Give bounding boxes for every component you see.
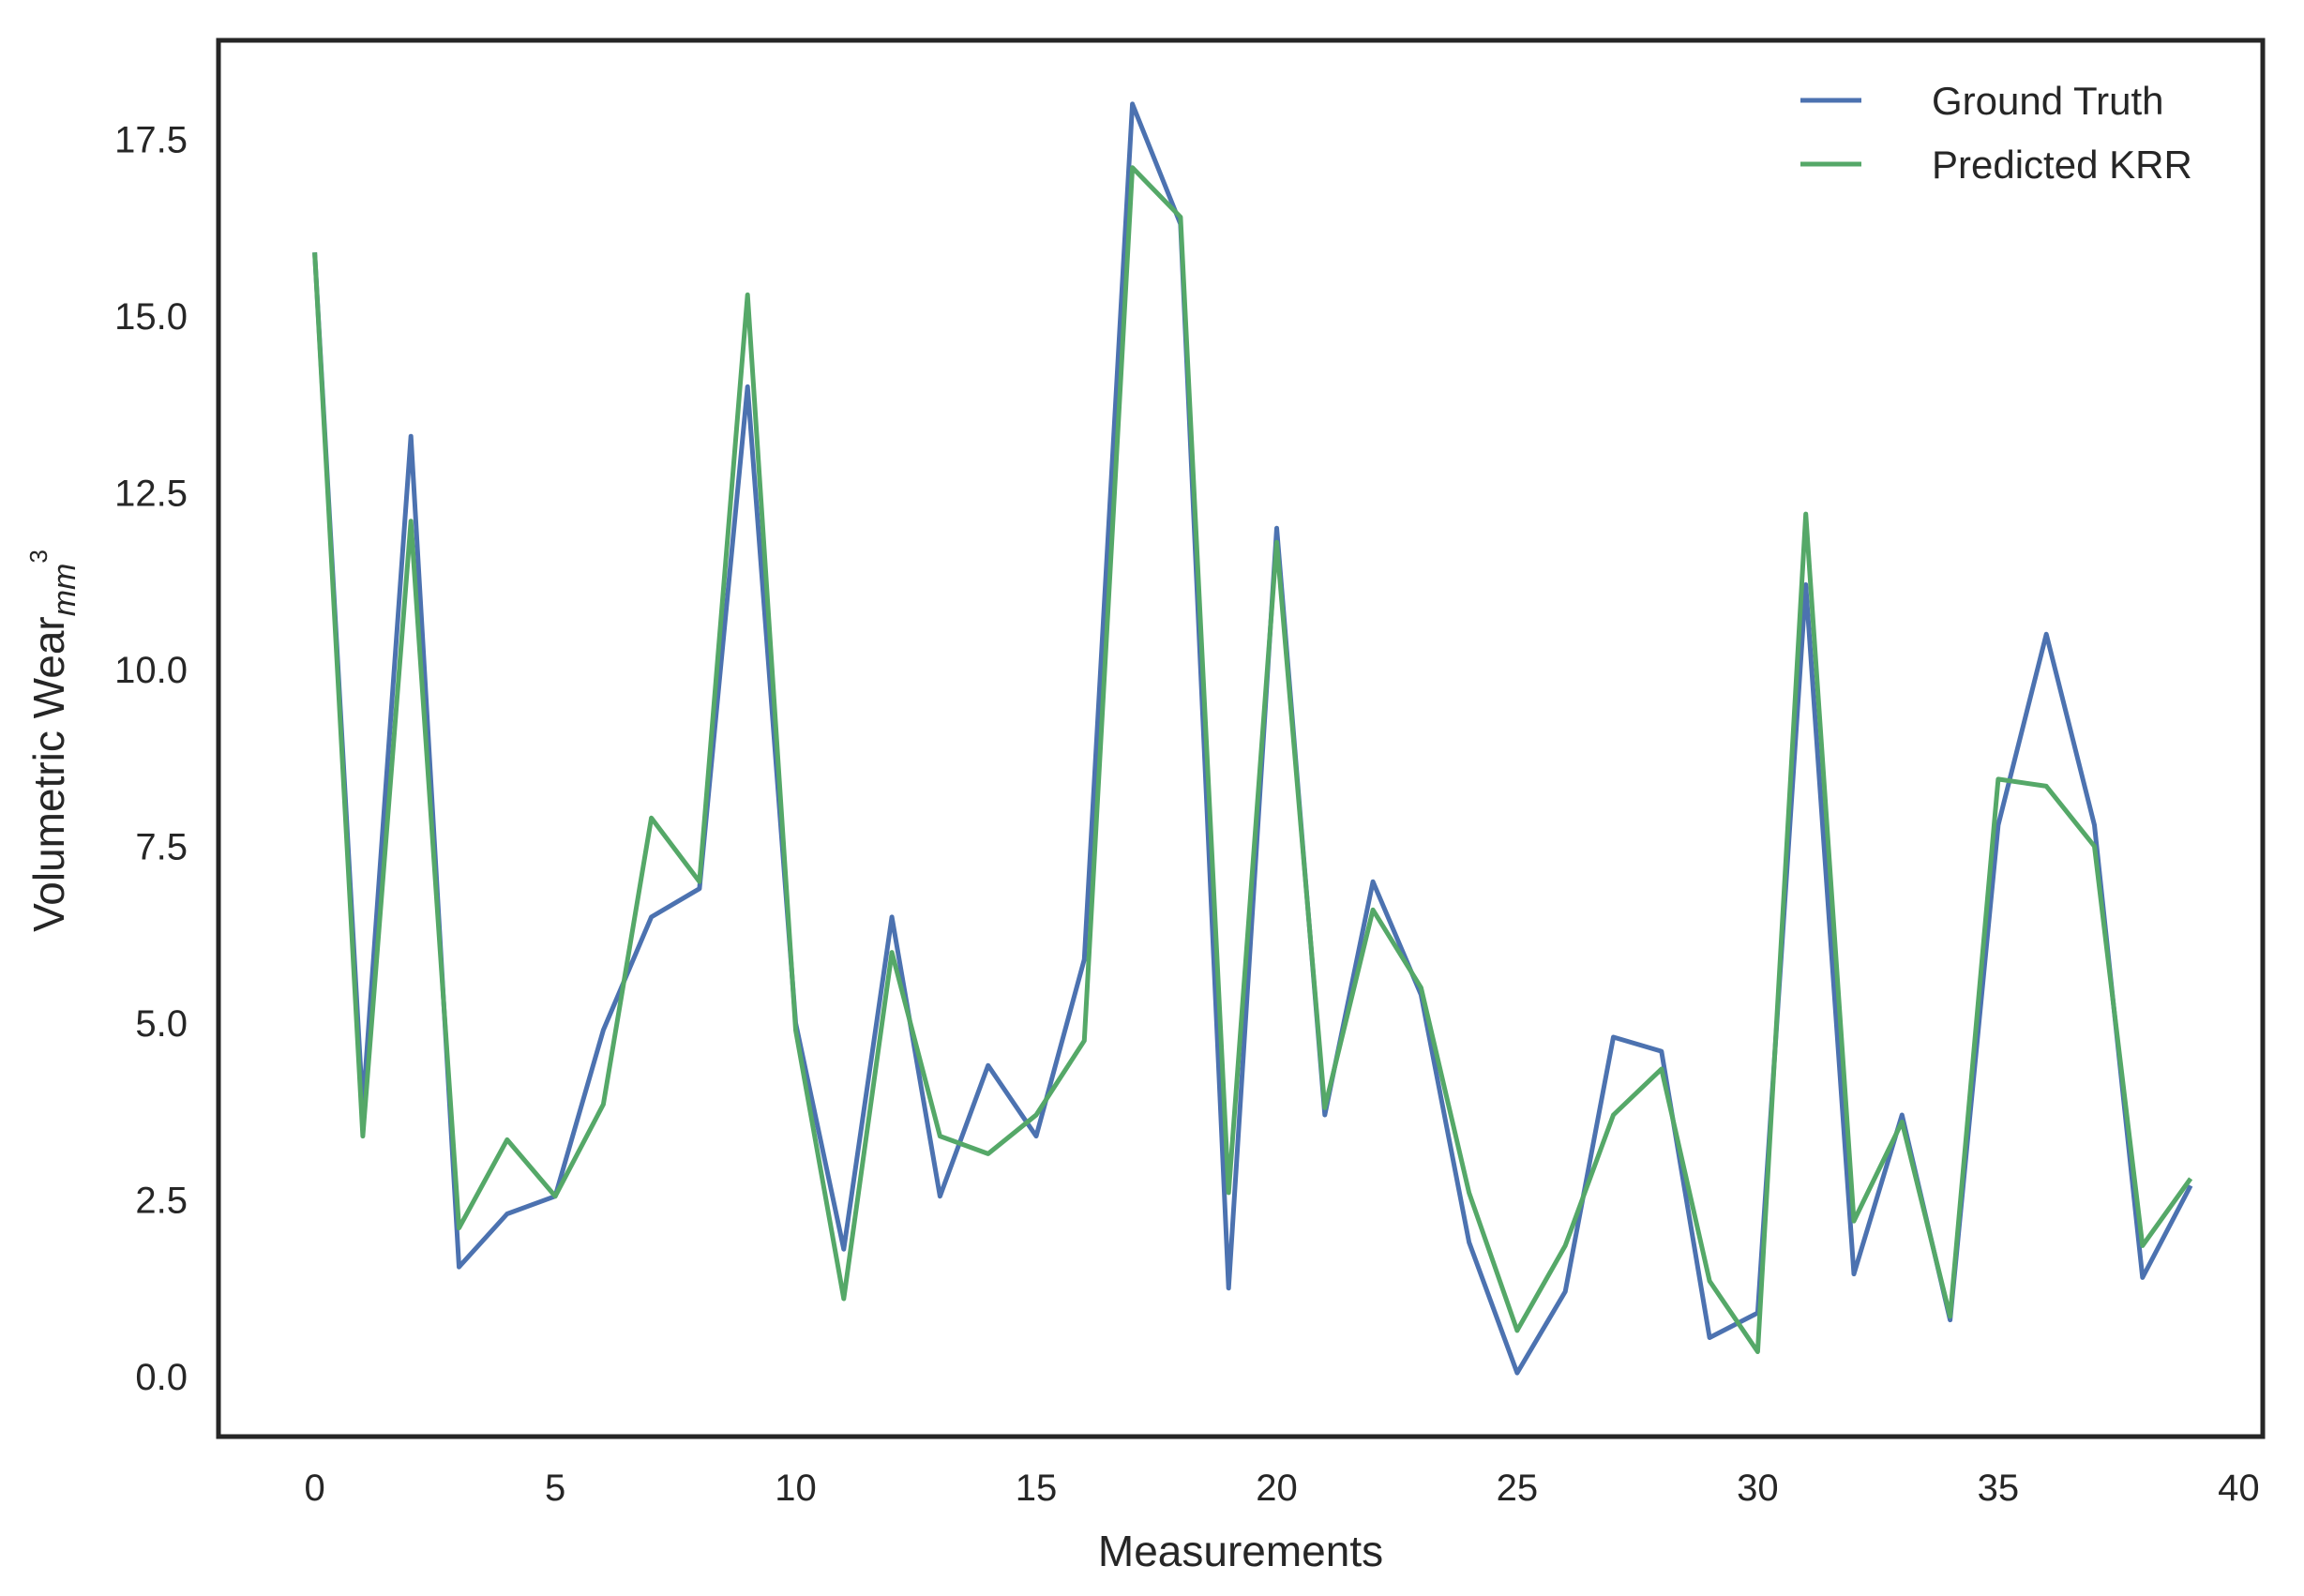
x-tick-labels: 0 5 10 15 20 25 30 35 40 bbox=[304, 1468, 2259, 1509]
y-tick-label: 10.0 bbox=[114, 650, 188, 691]
y-tick-label: 7.5 bbox=[135, 827, 188, 868]
x-tick-label: 0 bbox=[304, 1468, 324, 1509]
x-tick-label: 35 bbox=[1978, 1468, 2020, 1509]
legend-label-ground-truth: Ground Truth bbox=[1932, 79, 2163, 123]
x-tick-label: 5 bbox=[545, 1468, 565, 1509]
x-axis-label: Measurements bbox=[1098, 1527, 1383, 1575]
x-tick-label: 20 bbox=[1256, 1468, 1298, 1509]
y-tick-label: 5.0 bbox=[135, 1003, 188, 1045]
y-axis-label-subscript: mm bbox=[47, 564, 83, 617]
x-tick-label: 30 bbox=[1737, 1468, 1779, 1509]
y-axis-label-main: Volumetric Wear bbox=[24, 616, 73, 932]
y-tick-labels: 0.0 2.5 5.0 7.5 10.0 12.5 15.0 17.5 bbox=[114, 120, 188, 1398]
x-tick-label: 10 bbox=[775, 1468, 817, 1509]
series-line-predicted-krr bbox=[312, 165, 2193, 1354]
x-tick-label: 25 bbox=[1497, 1468, 1539, 1509]
legend-label-predicted-krr: Predicted KRR bbox=[1932, 143, 2192, 187]
y-axis-label-superscript: 3 bbox=[24, 550, 53, 563]
x-tick-label: 40 bbox=[2218, 1468, 2260, 1509]
x-tick-label: 15 bbox=[1016, 1468, 1058, 1509]
y-tick-label: 12.5 bbox=[114, 474, 188, 515]
y-axis-label: Volumetric Wearmm3 bbox=[24, 550, 83, 932]
y-tick-label: 2.5 bbox=[135, 1180, 188, 1221]
y-tick-label: 17.5 bbox=[114, 120, 188, 161]
y-tick-label: 15.0 bbox=[114, 296, 188, 338]
y-tick-label: 0.0 bbox=[135, 1357, 188, 1398]
series-layer bbox=[312, 101, 2193, 1376]
legend: Ground Truth Predicted KRR bbox=[1800, 79, 2192, 187]
